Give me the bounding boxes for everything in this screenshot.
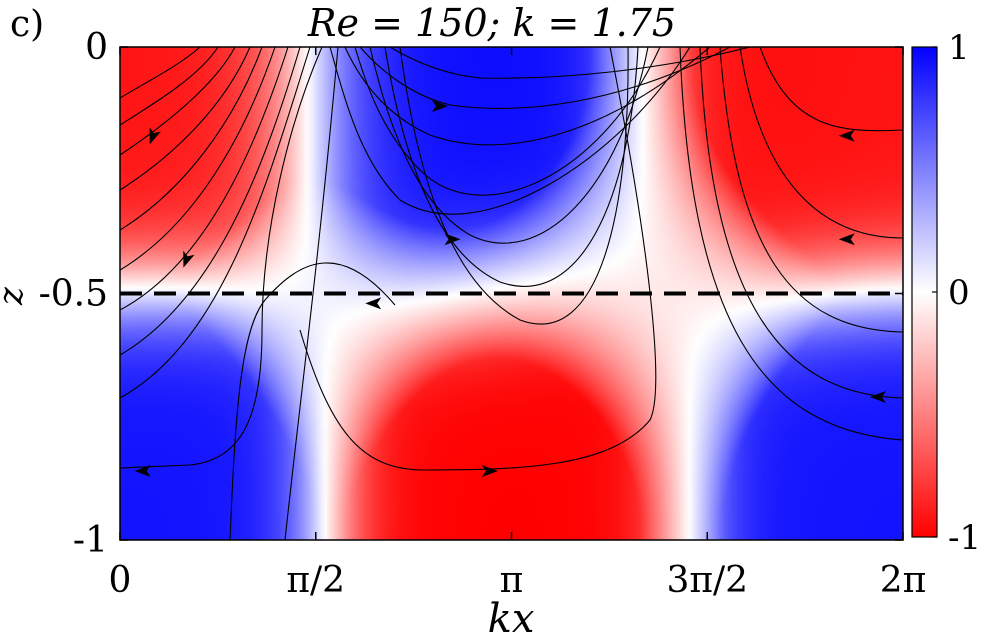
- streamline: [120, 47, 219, 126]
- streamline: [719, 47, 903, 333]
- y-tick-label: -0.5: [39, 274, 108, 315]
- y-axis-label: z: [0, 286, 31, 306]
- streamline: [354, 47, 661, 196]
- y-tick-label: -1: [73, 520, 108, 561]
- streamline: [120, 47, 289, 311]
- streamline: [739, 47, 903, 239]
- streamline: [344, 47, 711, 146]
- streamline: [399, 47, 629, 325]
- streamline-arrow: [432, 100, 449, 113]
- streamline: [120, 47, 263, 231]
- streamlines: [120, 47, 903, 540]
- streamline: [759, 47, 903, 132]
- streamline-arrow: [481, 464, 498, 477]
- x-tick-label: 3π/2: [666, 560, 748, 601]
- streamline-arrow: [838, 233, 855, 246]
- streamline: [329, 47, 691, 215]
- streamline: [299, 47, 657, 471]
- streamline: [359, 47, 731, 109]
- chart-title: Re = 150; k = 1.75: [307, 1, 676, 45]
- colorbar-ticks: 1 0 -1: [932, 28, 981, 558]
- colorbar-tick-label: -1: [948, 518, 981, 558]
- y-axis-ticks: 0 -0.5 -1: [39, 27, 903, 561]
- streamline: [120, 47, 301, 356]
- streamline-arrow: [444, 233, 461, 246]
- streamline: [284, 47, 339, 540]
- streamline: [229, 262, 396, 540]
- streamline: [120, 47, 311, 399]
- x-axis-ticks: 0 π/2 π 3π/2 2π: [109, 47, 927, 601]
- colorbar-tick-label: 1: [948, 28, 970, 68]
- y-tick-label: 0: [85, 27, 108, 68]
- streamline-arrow: [838, 129, 855, 142]
- streamline: [679, 47, 903, 441]
- streamline-arrow: [134, 464, 151, 477]
- streamline: [389, 47, 751, 79]
- streamline-arrow: [149, 127, 161, 145]
- streamline: [120, 47, 323, 469]
- streamline: [384, 47, 639, 287]
- panel-label: c): [10, 4, 44, 45]
- streamline: [699, 47, 903, 399]
- streamline-arrow: [183, 250, 195, 268]
- streamline: [369, 47, 649, 244]
- streamline: [120, 47, 201, 99]
- x-axis-label: kx: [488, 596, 535, 640]
- streamline: [120, 47, 251, 191]
- streamline-arrow: [869, 391, 886, 404]
- streamline-arrows: [134, 100, 886, 477]
- x-tick-label: π: [500, 560, 524, 601]
- colorbar-tick-label: 0: [948, 273, 970, 313]
- x-tick-label: 0: [109, 560, 132, 601]
- x-tick-label: π/2: [286, 560, 345, 601]
- streamline-arrow: [365, 297, 382, 310]
- x-tick-label: 2π: [880, 560, 927, 601]
- streamline: [120, 47, 276, 271]
- streamline: [120, 47, 236, 156]
